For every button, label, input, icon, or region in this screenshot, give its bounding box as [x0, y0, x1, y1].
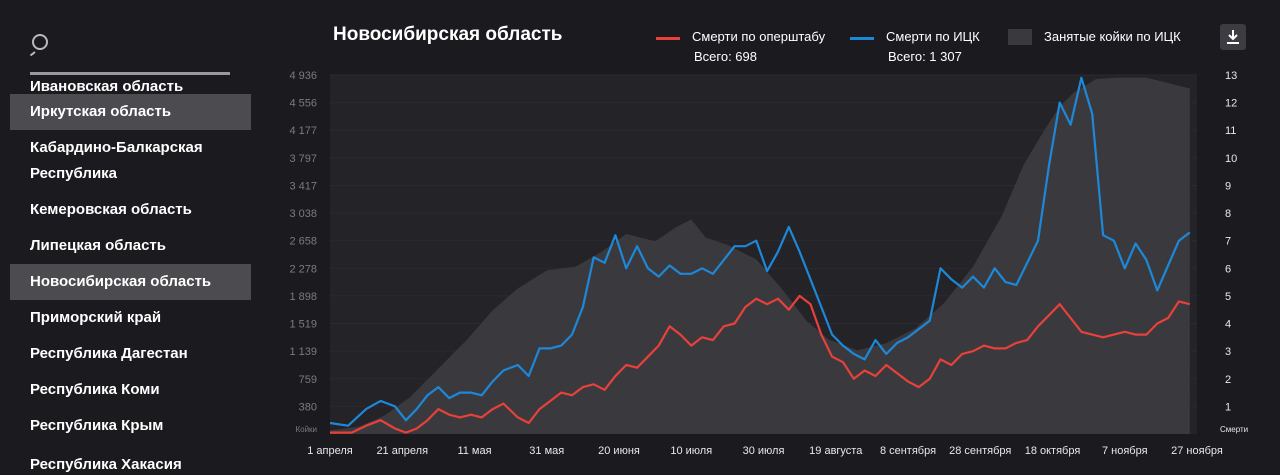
- series-line-icc-deaths: [329, 76, 1191, 427]
- left-tick-label: 1 519: [289, 319, 317, 331]
- left-axis-label: Койки: [295, 425, 317, 434]
- x-tick-label: 10 июля: [670, 445, 712, 457]
- right-tick-label: 10: [1225, 153, 1237, 165]
- x-tick-label: 20 июня: [598, 445, 640, 457]
- left-tick-label: 759: [299, 374, 317, 386]
- region-item[interactable]: Ивановская область: [30, 78, 184, 94]
- right-tick-label: 4: [1225, 319, 1231, 331]
- x-tick-label: 1 апреля: [307, 445, 353, 457]
- x-tick-label: 7 ноября: [1102, 445, 1148, 457]
- legend-blue-label: Смерти по ИЦК: [886, 29, 980, 44]
- region-item[interactable]: Республика Хакасия: [30, 456, 182, 473]
- x-axis: 1 апреля 21 апреля 11 мая 31 мая 20 июня 10 и…: [307, 445, 1223, 457]
- legend-red-total: Всего: 698: [694, 49, 758, 64]
- x-tick-label: 30 июля: [743, 445, 785, 457]
- right-tick-label: 8: [1225, 208, 1231, 220]
- x-tick-label: 11 мая: [457, 445, 491, 457]
- series-area-beds: [330, 77, 1190, 434]
- legend-area-label: Занятые койки по ИЦК: [1044, 29, 1181, 44]
- left-tick-label: 3 417: [289, 180, 317, 192]
- right-tick-label: 6: [1225, 263, 1231, 275]
- x-tick-label: 27 ноября: [1171, 445, 1223, 457]
- search-icon[interactable]: [30, 32, 54, 56]
- download-button[interactable]: [1220, 24, 1246, 50]
- legend-area-swatch: [1008, 29, 1032, 45]
- x-tick-label: 19 августа: [809, 445, 863, 457]
- legend-blue-total: Всего: 1 307: [888, 49, 962, 64]
- x-tick-label: 8 сентября: [880, 445, 936, 457]
- plot-region[interactable]: [329, 74, 1197, 434]
- right-tick-label: 2: [1225, 374, 1231, 386]
- right-tick-label: 5: [1225, 291, 1231, 303]
- x-tick-label: 18 октября: [1025, 445, 1081, 457]
- x-tick-label: 28 сентября: [949, 445, 1011, 457]
- right-tick-label: 1: [1225, 401, 1231, 413]
- left-tick-label: 4 556: [289, 98, 317, 110]
- region-item-selected[interactable]: Новосибирская область: [10, 264, 251, 300]
- left-tick-label: 2 278: [289, 263, 317, 275]
- left-tick-label: 4 936: [289, 70, 317, 82]
- region-item[interactable]: Приморский край: [30, 309, 162, 326]
- x-tick-label: 21 апреля: [376, 445, 428, 457]
- legend-red-line-swatch: [656, 37, 680, 40]
- left-tick-label: 1 898: [289, 291, 317, 303]
- legend-blue-line-swatch: [850, 37, 874, 40]
- left-axis: 4 936 4 556 4 177 3 797 3 417 3 038 2 658 2 278…: [289, 70, 317, 434]
- chart-title: Новосибирская область: [333, 24, 563, 45]
- left-tick-label: 4 177: [289, 125, 317, 137]
- legend-red-label: Смерти по оперштабу: [692, 29, 826, 44]
- left-tick-label: 2 658: [289, 236, 317, 248]
- region-item[interactable]: Кемеровская область: [30, 201, 192, 218]
- region-item[interactable]: Липецкая область: [30, 237, 166, 254]
- right-tick-label: 13: [1225, 70, 1237, 82]
- right-tick-label: 9: [1225, 180, 1231, 192]
- series-line-hq-deaths: [330, 294, 1191, 434]
- right-tick-label: 12: [1225, 98, 1237, 110]
- left-tick-label: 3 038: [289, 208, 317, 220]
- left-tick-label: 1 139: [289, 346, 317, 358]
- region-list: Ивановская область Иркутская область Каб…: [10, 68, 251, 475]
- right-axis-label: Смерти: [1220, 425, 1248, 434]
- right-tick-label: 3: [1225, 346, 1231, 358]
- right-tick-label: 11: [1225, 125, 1236, 137]
- download-icon: [1227, 30, 1239, 44]
- region-item-active[interactable]: Иркутская область: [10, 94, 251, 130]
- left-tick-label: 380: [299, 401, 317, 413]
- right-axis: 13 12 11 10 9 8 7 6 5 4 3 2 1 Смерти: [1220, 70, 1248, 434]
- region-item[interactable]: Республика Крым: [30, 417, 164, 434]
- right-tick-label: 7: [1225, 236, 1231, 248]
- list-scroll-indicator[interactable]: [30, 72, 230, 75]
- region-item[interactable]: Кабардино-Балкарская Республика: [30, 139, 203, 182]
- region-item[interactable]: Республика Коми: [30, 381, 160, 398]
- region-item[interactable]: Республика Дагестан: [30, 345, 188, 362]
- left-tick-label: 3 797: [289, 153, 317, 165]
- region-sidebar: Ивановская область Иркутская область Каб…: [0, 0, 262, 475]
- x-tick-label: 31 мая: [529, 445, 564, 457]
